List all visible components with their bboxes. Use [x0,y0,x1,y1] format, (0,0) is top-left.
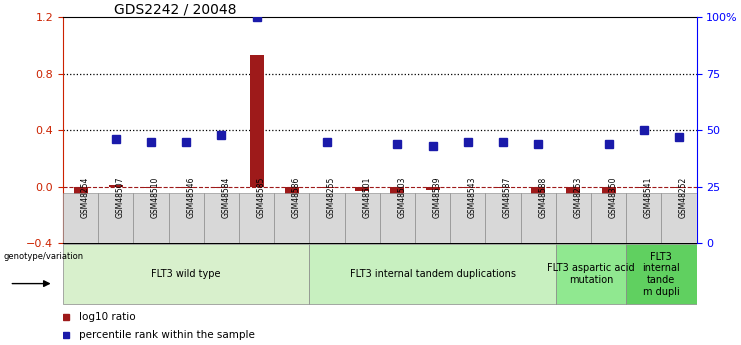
FancyBboxPatch shape [310,193,345,243]
FancyBboxPatch shape [485,193,520,243]
Bar [109,185,123,187]
Text: GSM48253: GSM48253 [574,177,582,218]
FancyBboxPatch shape [415,193,450,243]
Bar [391,187,405,194]
Bar [672,187,686,188]
Text: GSM48503: GSM48503 [397,176,406,218]
Bar [461,187,475,188]
Text: GSM48252: GSM48252 [679,177,688,218]
Text: GDS2242 / 20048: GDS2242 / 20048 [113,2,236,16]
Bar [566,187,580,212]
Bar [214,187,228,188]
FancyBboxPatch shape [345,193,379,243]
Bar [637,187,651,188]
FancyBboxPatch shape [133,193,168,243]
Bar [425,187,439,189]
Text: GSM48507: GSM48507 [116,176,124,218]
Bar [250,56,264,187]
FancyBboxPatch shape [168,193,204,243]
Text: FLT3 internal tandem duplications: FLT3 internal tandem duplications [350,269,516,279]
Text: GSM48539: GSM48539 [433,176,442,218]
Text: FLT3 aspartic acid
mutation: FLT3 aspartic acid mutation [547,264,635,285]
Text: GSM48586: GSM48586 [292,177,301,218]
Text: GSM48584: GSM48584 [222,177,230,218]
Text: GSM48541: GSM48541 [644,177,653,218]
Bar [320,187,334,188]
Text: log10 ratio: log10 ratio [79,312,136,322]
FancyBboxPatch shape [310,245,556,304]
Text: GSM48510: GSM48510 [151,177,160,218]
FancyBboxPatch shape [450,193,485,243]
FancyBboxPatch shape [661,193,697,243]
FancyBboxPatch shape [520,193,556,243]
FancyBboxPatch shape [239,193,274,243]
Text: percentile rank within the sample: percentile rank within the sample [79,330,255,340]
Text: FLT3
internal
tande
m dupli: FLT3 internal tande m dupli [642,252,680,297]
Text: GSM48587: GSM48587 [503,177,512,218]
FancyBboxPatch shape [63,193,98,243]
Text: genotype/variation: genotype/variation [3,253,83,262]
Text: GSM48546: GSM48546 [186,176,195,218]
Bar [531,187,545,208]
Bar [602,187,616,236]
FancyBboxPatch shape [98,193,133,243]
Text: GSM48501: GSM48501 [362,177,371,218]
FancyBboxPatch shape [556,245,626,304]
Text: GSM48585: GSM48585 [256,177,265,218]
Text: GSM48254: GSM48254 [81,177,90,218]
FancyBboxPatch shape [626,245,697,304]
Text: FLT3 wild type: FLT3 wild type [151,269,221,279]
Bar [73,187,87,198]
FancyBboxPatch shape [556,193,591,243]
Text: GSM48543: GSM48543 [468,176,476,218]
Bar [179,187,193,188]
Bar [355,187,369,191]
FancyBboxPatch shape [591,193,626,243]
FancyBboxPatch shape [379,193,415,243]
Text: GSM48255: GSM48255 [327,177,336,218]
FancyBboxPatch shape [204,193,239,243]
FancyBboxPatch shape [63,245,310,304]
Text: GSM48588: GSM48588 [538,177,547,218]
FancyBboxPatch shape [274,193,310,243]
Bar [144,187,158,188]
Bar [285,187,299,226]
Text: GSM48350: GSM48350 [608,176,617,218]
FancyBboxPatch shape [626,193,661,243]
Bar [496,187,510,188]
